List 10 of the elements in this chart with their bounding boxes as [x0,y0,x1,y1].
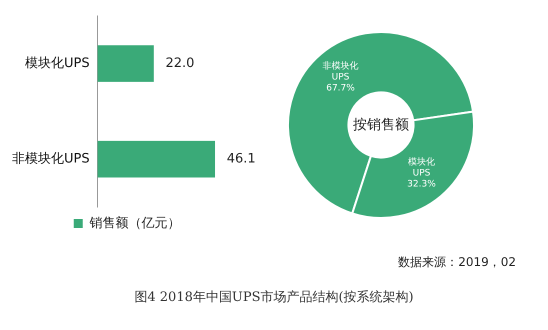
data-label: 22.0 [165,56,194,71]
slice-label: 模块化UPS [408,156,435,178]
source-note: 数据来源：2019，02 [398,254,516,271]
slice-label: 非模块化UPS [322,60,359,82]
data-label: 67.7% [326,83,356,94]
text: 按销售额 [353,116,409,134]
data-label: 32.3% [407,179,436,190]
caption: 图4 2018年中国UPS市场产品结构(按系统架构) [133,289,415,306]
legend-label: 销售额（亿元） [88,216,180,231]
data-label: 46.1 [226,152,256,167]
